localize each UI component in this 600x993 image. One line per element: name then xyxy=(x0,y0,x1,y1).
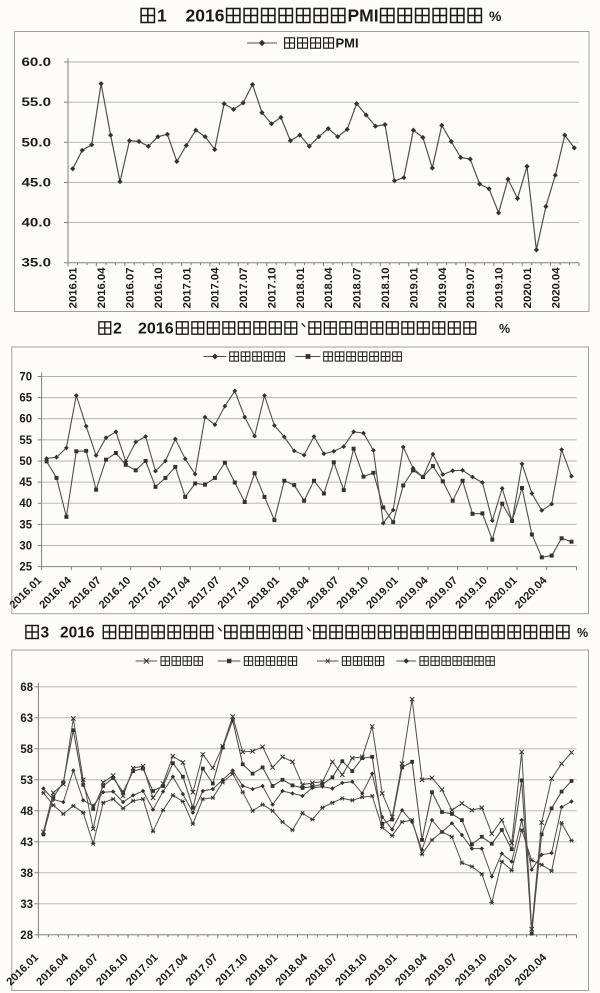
svg-text:53: 53 xyxy=(20,775,33,787)
svg-text:48: 48 xyxy=(20,806,33,818)
svg-text:2018.04: 2018.04 xyxy=(323,267,335,309)
svg-text:55: 55 xyxy=(19,435,32,447)
svg-text:40.0: 40.0 xyxy=(22,218,52,230)
svg-text:2018.10: 2018.10 xyxy=(334,575,371,612)
svg-text:2020.01: 2020.01 xyxy=(483,575,520,612)
svg-text:28: 28 xyxy=(20,930,33,942)
svg-text:2016.01: 2016.01 xyxy=(68,268,80,309)
svg-text:35.0: 35.0 xyxy=(22,258,52,270)
svg-text:2019.01: 2019.01 xyxy=(364,575,401,612)
svg-text:2016: 2016 xyxy=(60,625,95,642)
svg-text:2020.04: 2020.04 xyxy=(513,951,550,988)
svg-text:2016: 2016 xyxy=(186,6,225,26)
svg-text:2017.10: 2017.10 xyxy=(216,575,253,612)
svg-text:2017.07: 2017.07 xyxy=(186,575,223,612)
svg-text:60: 60 xyxy=(19,414,32,426)
svg-text:2016.10: 2016.10 xyxy=(94,952,131,989)
svg-text:2019.10: 2019.10 xyxy=(453,575,490,612)
svg-text:%: % xyxy=(577,626,588,640)
svg-text:2017.10: 2017.10 xyxy=(266,268,278,309)
svg-text:45.0: 45.0 xyxy=(22,177,52,189)
svg-text:2018.07: 2018.07 xyxy=(305,575,342,612)
svg-text:2018.01: 2018.01 xyxy=(244,952,281,989)
svg-text:2020.04: 2020.04 xyxy=(550,267,562,309)
svg-text:33: 33 xyxy=(20,899,33,911)
svg-text:38: 38 xyxy=(20,868,33,880)
svg-text:2016: 2016 xyxy=(138,321,174,338)
svg-text:2020.04: 2020.04 xyxy=(513,574,550,611)
svg-text:2019.07: 2019.07 xyxy=(424,575,461,612)
svg-text:2019.04: 2019.04 xyxy=(437,267,449,309)
svg-text:2016.01: 2016.01 xyxy=(4,952,41,989)
svg-text:2019.07: 2019.07 xyxy=(423,952,460,989)
svg-text:2018.01: 2018.01 xyxy=(245,575,282,612)
svg-text:2016.04: 2016.04 xyxy=(96,267,108,309)
svg-text:2019.01: 2019.01 xyxy=(363,952,400,989)
svg-text:%: % xyxy=(489,8,502,24)
svg-text:50: 50 xyxy=(19,456,32,468)
svg-text:35: 35 xyxy=(19,519,32,531)
svg-text:68: 68 xyxy=(20,682,33,694)
svg-text:2019.10: 2019.10 xyxy=(453,952,490,989)
svg-text:25: 25 xyxy=(19,562,32,574)
svg-text:PMI: PMI xyxy=(348,6,379,26)
svg-text:2016.01: 2016.01 xyxy=(8,575,45,612)
svg-text:30: 30 xyxy=(19,540,32,552)
svg-text:2018.07: 2018.07 xyxy=(303,952,340,989)
svg-text:2018.01: 2018.01 xyxy=(295,268,307,309)
svg-text:2017.01: 2017.01 xyxy=(181,268,193,309)
svg-text:2018.10: 2018.10 xyxy=(380,268,392,309)
svg-text:2016.10: 2016.10 xyxy=(153,268,165,309)
svg-text:63: 63 xyxy=(20,713,33,725)
svg-text:2020.01: 2020.01 xyxy=(483,952,520,989)
svg-text:2016.07: 2016.07 xyxy=(64,952,101,989)
svg-text:2: 2 xyxy=(113,321,122,338)
svg-text:50.0: 50.0 xyxy=(22,137,52,149)
svg-text:2019.01: 2019.01 xyxy=(408,268,420,309)
svg-text:55.0: 55.0 xyxy=(22,97,52,109)
svg-text:43: 43 xyxy=(20,837,33,849)
svg-text:2018.10: 2018.10 xyxy=(333,952,370,989)
svg-text:1: 1 xyxy=(157,6,167,26)
svg-text:58: 58 xyxy=(20,744,33,756)
svg-text:2020.01: 2020.01 xyxy=(522,268,534,309)
svg-text:PMI: PMI xyxy=(336,36,359,51)
svg-text:%: % xyxy=(499,322,510,336)
svg-text:2017.01: 2017.01 xyxy=(124,952,161,989)
svg-text:2017.10: 2017.10 xyxy=(214,952,251,989)
svg-text:2017.01: 2017.01 xyxy=(126,575,163,612)
svg-text:40: 40 xyxy=(19,498,32,510)
svg-text:2018.07: 2018.07 xyxy=(352,268,364,309)
svg-text:2019.10: 2019.10 xyxy=(494,268,506,309)
svg-text:2016.07: 2016.07 xyxy=(67,575,104,612)
svg-text:2019.07: 2019.07 xyxy=(465,268,477,309)
svg-text:65: 65 xyxy=(19,393,32,405)
svg-text:70: 70 xyxy=(19,372,32,384)
svg-text:2017.04: 2017.04 xyxy=(210,267,222,309)
svg-text:60.0: 60.0 xyxy=(22,57,52,69)
svg-text:2017.07: 2017.07 xyxy=(238,268,250,309)
svg-text:3: 3 xyxy=(41,625,50,642)
svg-text:2017.07: 2017.07 xyxy=(184,952,221,989)
svg-text:2016.07: 2016.07 xyxy=(125,268,137,309)
svg-text:45: 45 xyxy=(19,477,32,489)
svg-text:2016.10: 2016.10 xyxy=(97,575,134,612)
